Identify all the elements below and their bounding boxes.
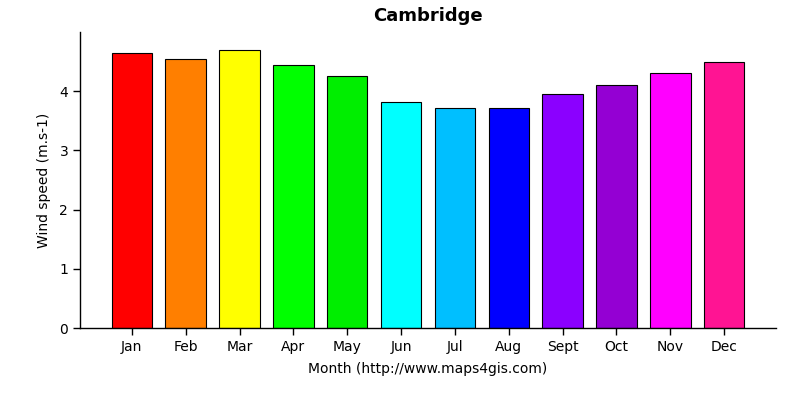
Bar (327, 76, 367, 328)
Bar (650, 74, 690, 328)
Bar (704, 62, 744, 328)
Bar (273, 64, 314, 328)
Y-axis label: Wind speed (m.s-1): Wind speed (m.s-1) (37, 112, 51, 248)
X-axis label: Month (http://www.maps4gis.com): Month (http://www.maps4gis.com) (308, 362, 548, 376)
Bar (112, 53, 152, 328)
Bar (166, 59, 206, 328)
Bar (596, 85, 637, 328)
Bar (434, 108, 475, 328)
Bar (219, 50, 260, 328)
Bar (489, 108, 529, 328)
Bar (381, 102, 422, 328)
Bar (542, 94, 583, 328)
Title: Cambridge: Cambridge (373, 7, 483, 25)
